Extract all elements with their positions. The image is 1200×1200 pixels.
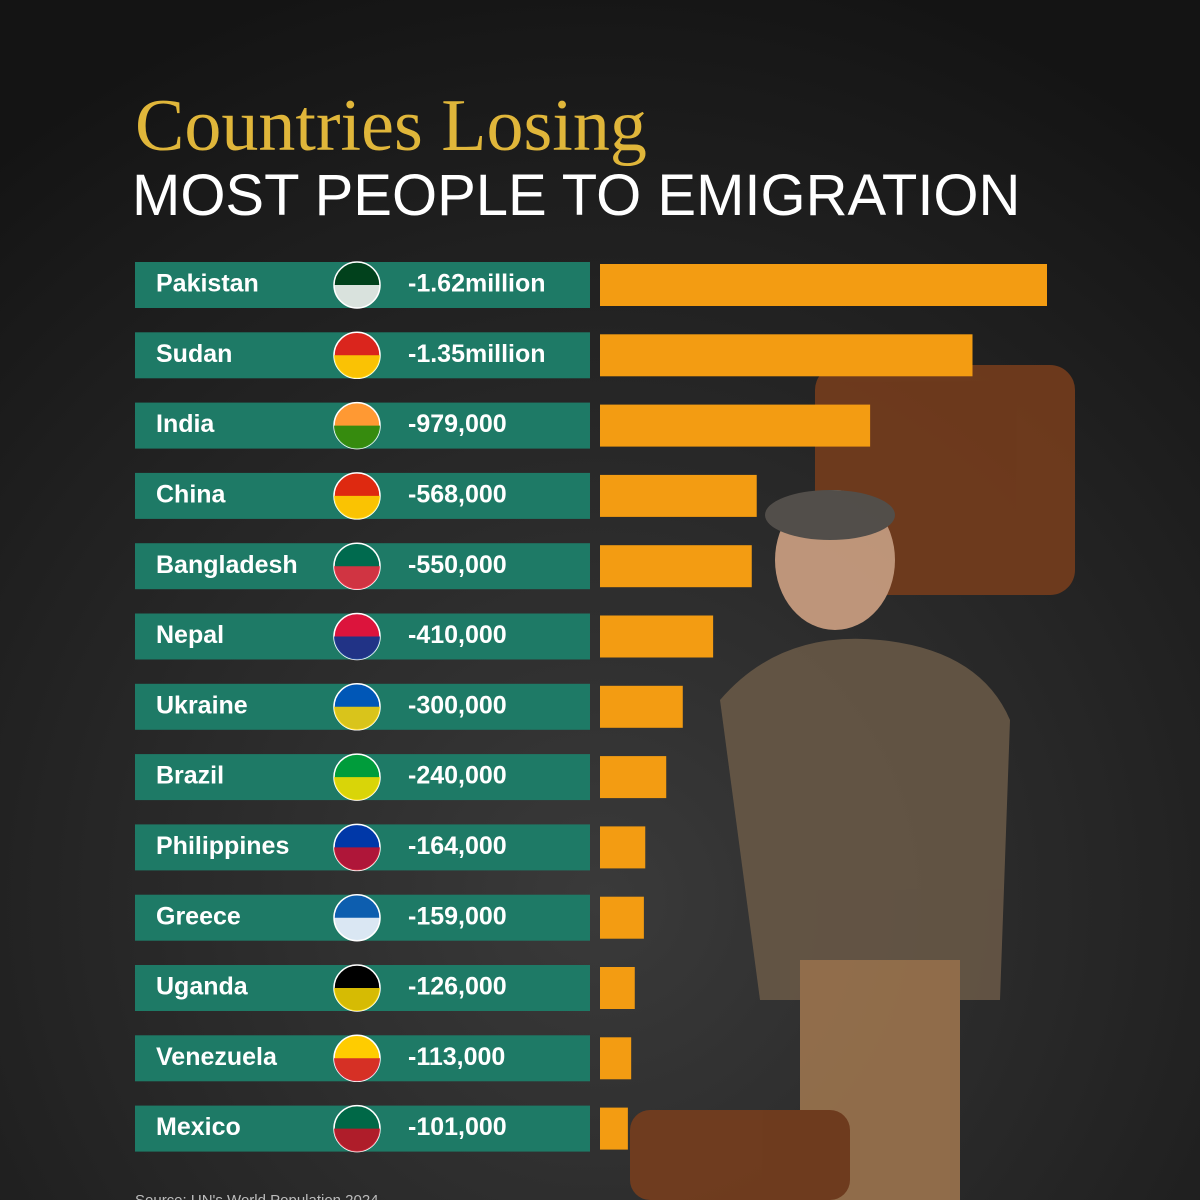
flag-icon-detail <box>334 1058 380 1082</box>
value-label: -159,000 <box>408 902 507 930</box>
flag-icon-detail <box>334 425 380 449</box>
flag-icon-detail <box>334 917 380 941</box>
category-label: China <box>156 481 227 509</box>
category-label: Nepal <box>156 621 224 649</box>
flag-icon-detail <box>334 566 380 590</box>
category-label: Pakistan <box>156 270 259 298</box>
bar <box>600 334 973 377</box>
flag-icon-detail <box>334 847 380 871</box>
category-label: Mexico <box>156 1113 241 1141</box>
bar <box>600 826 646 869</box>
bar <box>600 545 752 588</box>
category-label: India <box>156 410 215 438</box>
category-label: Ukraine <box>156 691 248 719</box>
value-label: -126,000 <box>408 973 507 1001</box>
value-label: -568,000 <box>408 481 507 509</box>
figure-silhouette <box>630 365 1075 1200</box>
flag-icon-detail <box>334 495 380 519</box>
bar <box>600 967 635 1009</box>
value-label: -240,000 <box>408 762 507 790</box>
bar <box>600 1107 628 1150</box>
category-label: Brazil <box>156 762 224 790</box>
chart-title: Countries Losing <box>135 85 647 167</box>
flag-icon-detail <box>334 777 380 801</box>
bar <box>600 896 644 939</box>
bar <box>600 264 1047 306</box>
value-label: -300,000 <box>408 691 507 719</box>
bar <box>600 756 667 799</box>
flag-icon-detail <box>334 706 380 730</box>
bar <box>600 615 714 658</box>
flag-icon-detail <box>334 1128 380 1152</box>
value-label: -410,000 <box>408 621 507 649</box>
flag-icon-detail <box>334 636 380 660</box>
value-label: -113,000 <box>408 1043 505 1071</box>
source: Source: UN's World Population 2024 <box>135 1192 379 1200</box>
flag-icon-detail <box>334 355 380 379</box>
bar <box>600 1037 632 1080</box>
category-label: Greece <box>156 902 241 930</box>
category-label: Bangladesh <box>156 551 298 579</box>
value-label: -550,000 <box>408 551 507 579</box>
category-label: Uganda <box>156 973 249 1001</box>
bar <box>600 685 683 728</box>
category-label: Philippines <box>156 832 289 860</box>
value-label: -1.35million <box>408 340 546 368</box>
category-label: Sudan <box>156 340 232 368</box>
value-label: -101,000 <box>408 1113 507 1141</box>
chart-subtitle: MOST PEOPLE TO EMIGRATION <box>132 163 1020 228</box>
flag-icon-detail <box>334 988 380 1011</box>
flag-icon-detail <box>334 285 380 308</box>
bar <box>600 404 871 447</box>
category-label: Venezuela <box>156 1043 278 1071</box>
value-label: -979,000 <box>408 410 507 438</box>
bar <box>600 474 757 517</box>
value-label: -164,000 <box>408 832 507 860</box>
value-label: -1.62million <box>408 270 546 298</box>
